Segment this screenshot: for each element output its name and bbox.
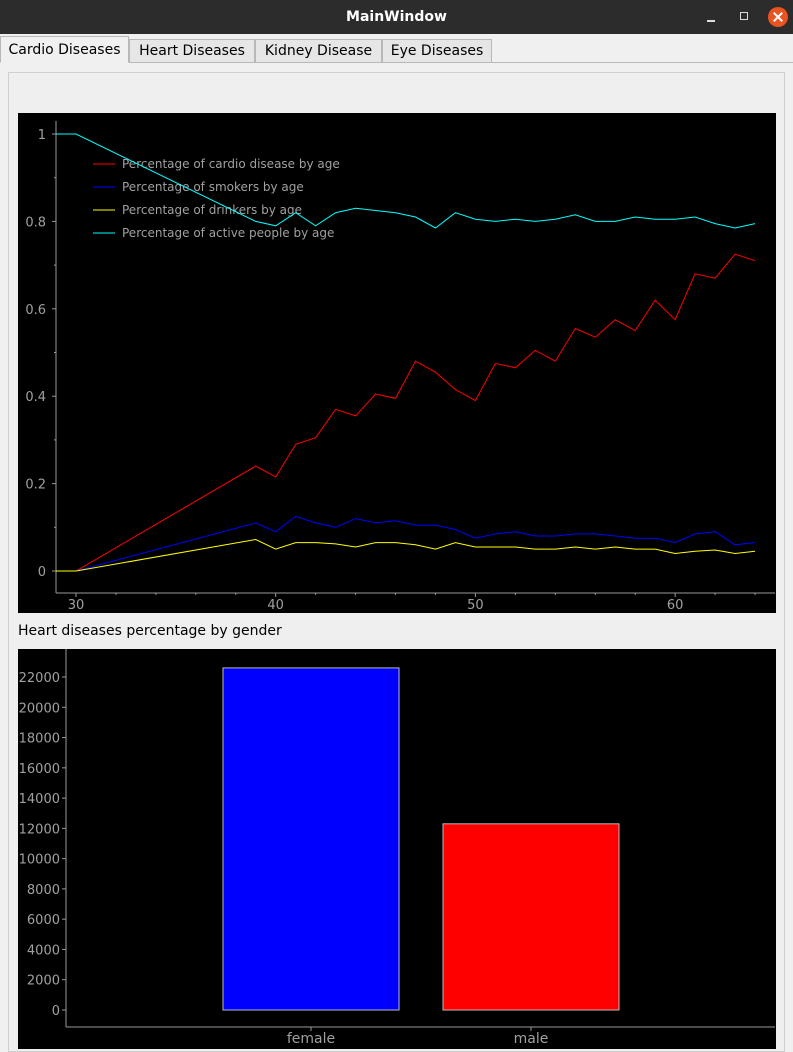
y-tick-label: 6000 xyxy=(27,913,60,928)
x-tick-label: female xyxy=(287,1031,335,1047)
series-line xyxy=(56,538,756,572)
y-tick-label: 18000 xyxy=(19,732,60,747)
y-tick-label: 10000 xyxy=(19,853,60,868)
x-tick-label: male xyxy=(514,1031,549,1047)
y-tick-label: 0.2 xyxy=(25,478,46,493)
bar-chart-title: Heart diseases percentage by gender xyxy=(18,623,282,639)
y-tick-label: 0.6 xyxy=(25,303,46,318)
y-tick-label: 2000 xyxy=(27,974,60,989)
series-line xyxy=(56,515,756,572)
bar xyxy=(442,823,620,1011)
y-tick-label: 16000 xyxy=(19,762,60,777)
x-tick-label: 30 xyxy=(68,598,85,613)
y-tick-label: 12000 xyxy=(19,822,60,837)
maximize-icon[interactable] xyxy=(735,7,755,27)
y-tick-label: 0.8 xyxy=(25,215,46,230)
y-tick-label: 0 xyxy=(52,1004,60,1019)
tab-eye-diseases[interactable]: Eye Diseases xyxy=(382,39,492,62)
y-tick-label: 0.4 xyxy=(25,390,46,405)
y-tick-label: 20000 xyxy=(19,701,60,716)
legend-label: Percentage of active people by age xyxy=(122,226,334,240)
x-tick-label: 60 xyxy=(667,598,684,613)
series-line xyxy=(56,133,756,229)
y-tick-label: 1 xyxy=(38,128,46,143)
y-tick-label: 4000 xyxy=(27,943,60,958)
tab-bar-divider xyxy=(0,62,793,63)
legend-label: Percentage of drinkers by age xyxy=(122,203,302,217)
y-tick-label: 14000 xyxy=(19,792,60,807)
series-line xyxy=(56,253,756,572)
y-tick-label: 8000 xyxy=(27,883,60,898)
bar-chart: 0 2000 4000 6000 8000 10000 12000 14000 16000 180… xyxy=(18,649,776,1049)
line-chart: 0 0.2 0.4 0.6 0.8 1 30 40 50 60 Percentage of card… xyxy=(18,113,776,613)
window-title: MainWindow xyxy=(346,9,447,25)
legend-label: Percentage of smokers by age xyxy=(122,180,304,194)
window-titlebar: MainWindow xyxy=(0,0,793,34)
minimize-icon[interactable] xyxy=(701,7,721,27)
legend-label: Percentage of cardio disease by age xyxy=(122,157,340,171)
x-tick-label: 50 xyxy=(467,598,484,613)
tab-cardio-diseases[interactable]: Cardio Diseases xyxy=(0,36,129,63)
bar xyxy=(222,667,400,1011)
x-tick-label: 40 xyxy=(267,598,284,613)
y-tick-label: 22000 xyxy=(19,671,60,686)
y-tick-label: 0 xyxy=(38,565,46,580)
tab-heart-diseases[interactable]: Heart Diseases xyxy=(129,39,255,62)
tab-kidney-disease[interactable]: Kidney Disease xyxy=(255,39,382,62)
close-icon[interactable] xyxy=(768,7,788,27)
